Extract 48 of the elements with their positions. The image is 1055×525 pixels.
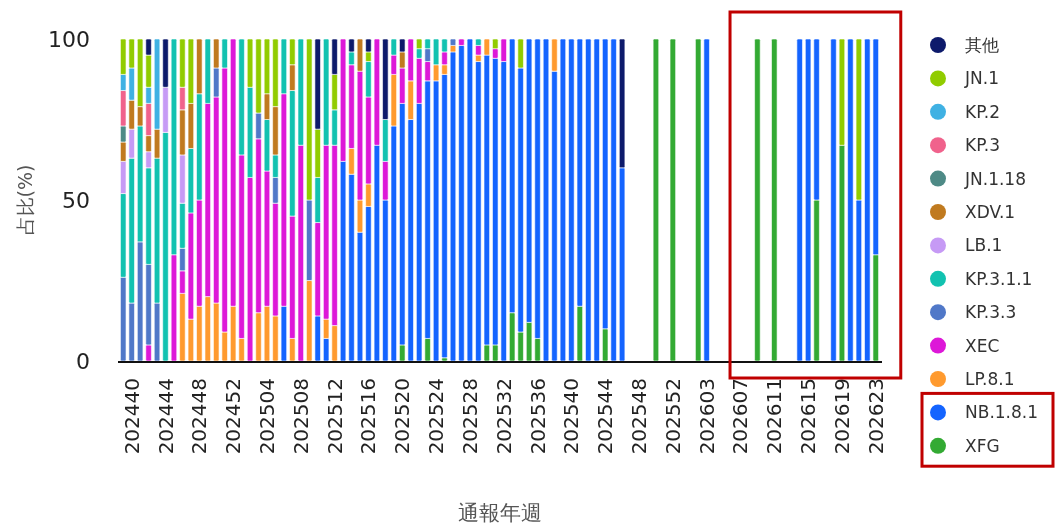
bar [669,38,676,362]
y-tick-label: 0 [76,349,90,374]
x-tick-label: 202532 [491,378,516,455]
x-tick-label: 202540 [559,378,584,455]
x-tick-label: 202448 [187,378,212,455]
legend-label: LP.8.1 [965,369,1015,389]
x-tick-label: 202504 [254,378,279,455]
x-tick-label: 202619 [829,378,854,455]
legend-label: NB.1.8.1 [965,402,1039,423]
legend-label: XEC [965,335,1000,356]
x-tick-label: 202611 [762,378,787,455]
bar [652,38,660,362]
y-tick-label: 100 [48,27,90,52]
x-tick-label: 202528 [457,378,482,455]
x-axis-title: 通報年週 [458,501,542,525]
x-tick-label: 202607 [728,378,753,455]
legend-label: KP.3.3 [965,302,1017,323]
bar [754,38,761,362]
x-tick-label: 202548 [627,378,652,455]
x-tick-label: 202516 [356,378,381,455]
legend-label: JN.1 [964,68,999,89]
bar [542,38,550,362]
x-tick-label: 202444 [153,378,178,455]
x-tick-label: 202524 [424,378,449,455]
legend-label: KP.3.1.1 [965,268,1033,289]
legend-label: KP.2 [965,101,1000,122]
x-tick-label: 202623 [863,378,888,455]
x-tick-label: 202536 [525,378,550,455]
legend-label: KP.3 [965,135,1000,156]
y-tick-label: 50 [62,188,90,213]
x-tick-label: 202615 [796,378,821,455]
x-tick-label: 202552 [660,378,685,455]
x-tick-label: 202440 [119,378,144,455]
bar [830,38,837,362]
legend-label: XDV.1 [965,202,1016,222]
legend-label: JN.1.18 [964,168,1026,189]
x-tick-label: 202452 [221,378,246,455]
y-axis-title: 占比(%) [14,164,36,236]
x-tick-label: 202512 [322,378,347,455]
bar [771,38,778,362]
legend-label: XFG [965,435,1000,456]
x-tick-label: 202544 [593,378,618,455]
legend-label: LB.1 [965,235,1003,256]
x-tick-label: 202603 [694,378,719,455]
bar [796,38,803,362]
x-tick-label: 202508 [288,378,313,455]
legend-label: 其他 [965,35,999,55]
x-tick-label: 202520 [390,378,415,455]
